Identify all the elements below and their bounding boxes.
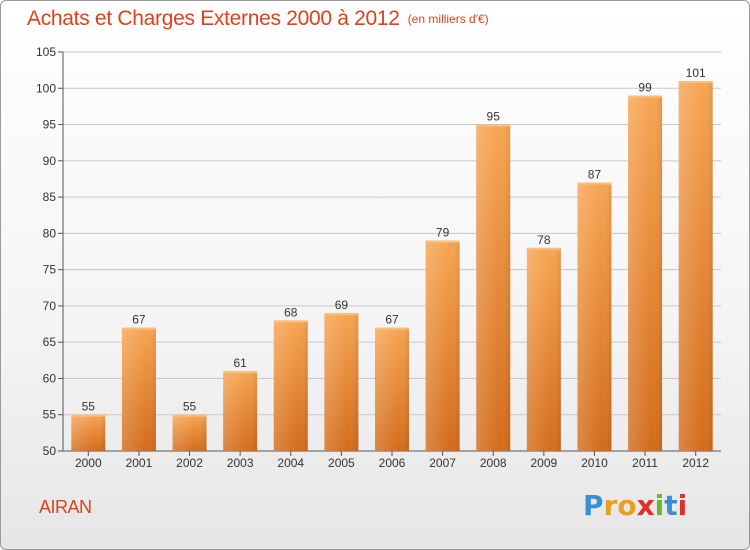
x-tick-label-2007: 2007 (429, 456, 456, 470)
bar-shade-2009 (526, 247, 561, 451)
y-tick-labels: 50 55 60 65 70 75 80 85 90 95 100 105 (36, 45, 56, 458)
x-tick-label-2002: 2002 (176, 456, 203, 470)
x-tick-label-2011: 2011 (632, 456, 658, 470)
bar-top-2002 (172, 414, 207, 417)
bar-shade-2005 (324, 313, 359, 451)
chart-title: Achats et Charges Externes 2000 à 2012 (27, 7, 400, 30)
value-label-2003: 61 (233, 356, 247, 370)
y-tick-label: 50 (43, 444, 57, 458)
y-tick-label: 65 (43, 335, 57, 349)
x-tick-label-2010: 2010 (581, 456, 608, 470)
bar-shade-2010 (577, 182, 612, 451)
value-label-2009: 78 (537, 233, 551, 247)
x-tick-labels: 2000 2001 2002 2003 2004 2005 2006 2007 2008 2009… (75, 456, 709, 470)
place-name: AIRAN (39, 497, 92, 517)
y-tick-label: 100 (36, 81, 56, 95)
value-label-2012: 101 (686, 66, 706, 80)
bar-shade-2012 (678, 81, 713, 451)
y-tick-label: 105 (36, 45, 56, 59)
bar-top-2010 (577, 182, 612, 185)
value-label-2000: 55 (82, 400, 96, 414)
x-tick-label-2009: 2009 (530, 456, 557, 470)
x-tick-label-2001: 2001 (126, 456, 153, 470)
x-tick-label-2004: 2004 (277, 456, 304, 470)
bars (71, 81, 713, 451)
bar-top-2011 (628, 95, 663, 98)
title-row: Achats et Charges Externes 2000 à 2012 (e… (27, 7, 489, 31)
y-tick-label: 55 (43, 408, 57, 422)
value-label-2001: 67 (132, 313, 146, 327)
bar-top-2008 (476, 124, 511, 127)
value-label-2008: 95 (487, 110, 501, 124)
bar-shade-2011 (628, 95, 663, 451)
x-tick-label-2008: 2008 (480, 456, 507, 470)
bar-top-2001 (121, 327, 156, 330)
bar-shade-2006 (375, 327, 409, 451)
y-tick-label: 80 (43, 226, 57, 240)
x-tick-label-2006: 2006 (379, 456, 406, 470)
bar-top-2003 (223, 371, 258, 374)
value-label-2007: 79 (436, 226, 450, 240)
value-label-2005: 69 (335, 298, 349, 312)
bar-shade-2002 (172, 414, 207, 451)
x-tick-label-2005: 2005 (328, 456, 355, 470)
proxiti-logo: Proxiti (583, 489, 688, 522)
bar-top-2009 (526, 247, 561, 250)
bar-top-2006 (375, 327, 409, 330)
value-label-2010: 87 (588, 168, 602, 182)
y-tick-label: 60 (43, 371, 57, 385)
bar-top-2007 (425, 240, 460, 243)
value-label-2006: 67 (385, 313, 399, 327)
bar-shade-2007 (425, 240, 460, 451)
bar-shade-2003 (223, 371, 258, 451)
value-label-2011: 99 (638, 81, 652, 95)
x-tick-label-2012: 2012 (682, 456, 709, 470)
y-tick-label: 75 (43, 263, 57, 277)
bar-shade-2001 (121, 327, 156, 451)
x-tick-label-2003: 2003 (227, 456, 254, 470)
chart-subtitle: (en milliers d'€) (407, 12, 489, 26)
value-labels: 55 67 55 61 68 69 67 79 95 78 87 99 101 (82, 66, 706, 414)
y-tick-label: 90 (43, 154, 57, 168)
bar-top-2012 (678, 81, 713, 84)
bar-top-2004 (273, 320, 308, 323)
y-tick-label: 70 (43, 299, 57, 313)
bar-top-2000 (71, 414, 106, 417)
bar-shade-2000 (71, 414, 106, 451)
bar-top-2005 (324, 313, 359, 316)
bar-shade-2004 (273, 320, 308, 451)
bar-shade-2008 (476, 124, 511, 451)
x-tick-label-2000: 2000 (75, 456, 102, 470)
y-tick-label: 85 (43, 190, 57, 204)
value-label-2004: 68 (284, 305, 298, 319)
value-label-2002: 55 (183, 400, 197, 414)
y-tick-label: 95 (43, 118, 57, 132)
